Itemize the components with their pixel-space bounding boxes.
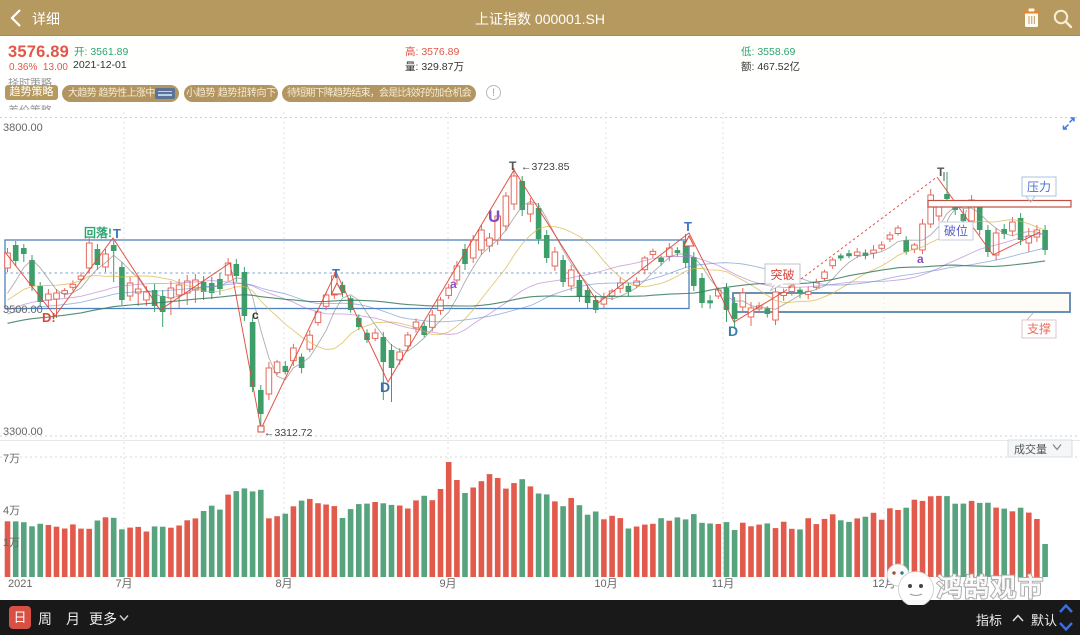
- svg-text:回落!: 回落!: [84, 225, 112, 240]
- svg-text:U: U: [488, 207, 500, 226]
- svg-text:4万: 4万: [3, 505, 20, 517]
- svg-text:T: T: [332, 266, 340, 281]
- svg-text:成交量: 成交量: [1014, 442, 1047, 456]
- svg-text:D!: D!: [42, 310, 56, 325]
- svg-text:a: a: [917, 252, 924, 266]
- svg-text:T: T: [684, 219, 692, 234]
- svg-text:鸿鹄观市: 鸿鹄观市: [937, 573, 1045, 602]
- svg-text:破位: 破位: [944, 223, 968, 238]
- svg-text:压力: 压力: [1027, 180, 1051, 194]
- svg-text:3800.00: 3800.00: [3, 122, 43, 134]
- svg-text:T: T: [937, 165, 945, 179]
- svg-text:D: D: [728, 323, 738, 339]
- svg-text:c: c: [252, 308, 259, 322]
- svg-text:←3723.85: ←3723.85: [521, 161, 570, 173]
- svg-text:a: a: [450, 277, 457, 291]
- svg-text:支撑: 支撑: [1027, 321, 1051, 336]
- svg-text:突破: 突破: [770, 267, 794, 282]
- svg-text:1万: 1万: [3, 537, 20, 549]
- svg-text:8月: 8月: [275, 578, 292, 590]
- svg-text:T: T: [113, 226, 121, 241]
- svg-text:10月: 10月: [594, 578, 617, 590]
- svg-text:T: T: [509, 159, 517, 173]
- svg-text:D: D: [380, 379, 390, 395]
- svg-text:2021: 2021: [8, 578, 32, 590]
- svg-text:9月: 9月: [439, 578, 456, 590]
- svg-text:3500.00: 3500.00: [3, 304, 43, 316]
- svg-text:3300.00: 3300.00: [3, 426, 43, 438]
- svg-text:7月: 7月: [115, 578, 132, 590]
- svg-text:鸿鹄观市: 鸿鹄观市: [937, 573, 1045, 602]
- svg-text:11月: 11月: [712, 578, 734, 590]
- svg-text:7万: 7万: [3, 453, 20, 465]
- svg-text:←3312.72: ←3312.72: [264, 427, 313, 439]
